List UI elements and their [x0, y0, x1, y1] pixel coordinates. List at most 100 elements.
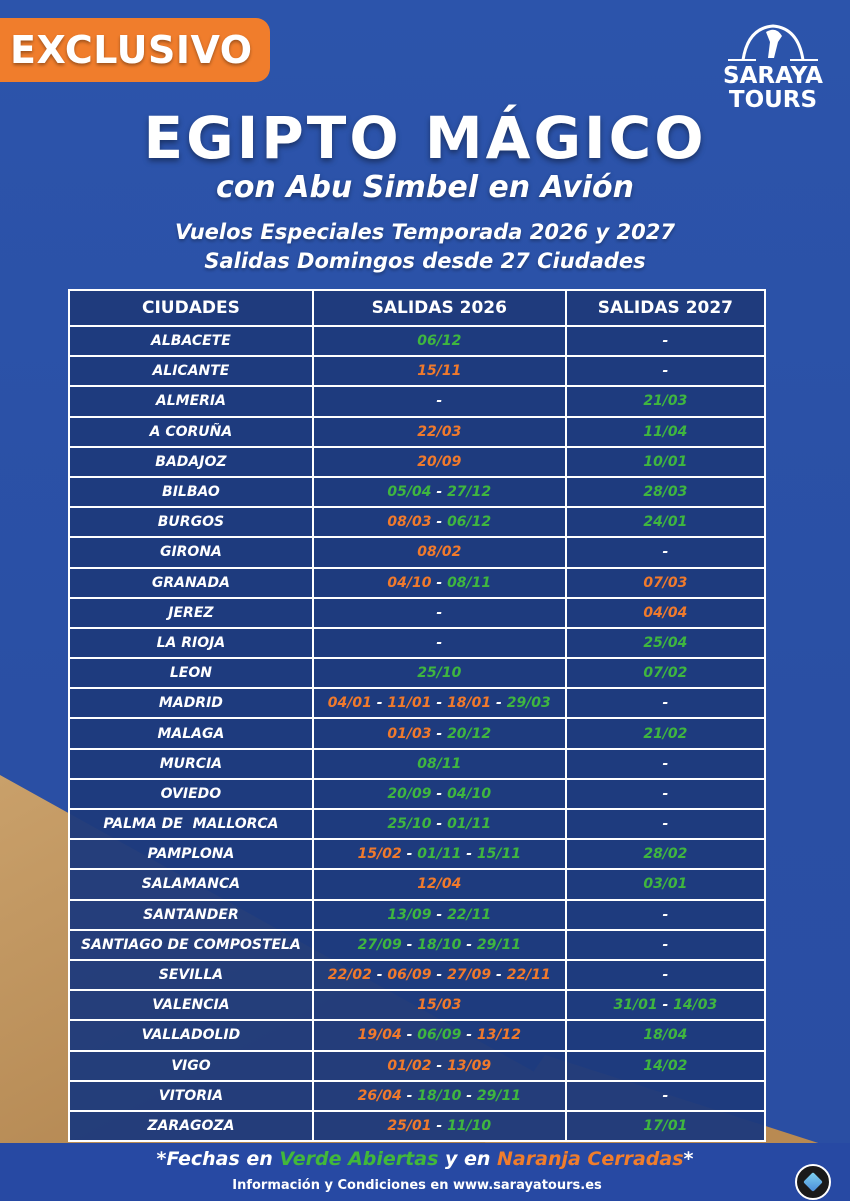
date-open: 25/04	[643, 634, 688, 651]
city-name: PALMA DE MALLORCA	[68, 807, 314, 841]
city-name: SALAMANCA	[68, 868, 314, 901]
date-separator: -	[406, 846, 413, 863]
date-closed: 20/09	[417, 453, 462, 470]
date-open: 29/03	[506, 695, 551, 712]
city-name: GIRONA	[68, 536, 314, 569]
exclusive-badge: EXCLUSIVO	[0, 18, 270, 82]
date-separator: -	[466, 1027, 473, 1044]
cell-2026: 15/03	[311, 989, 567, 1022]
date-closed: 15/02	[357, 846, 402, 863]
cell-2027: 31/01 - 14/03	[564, 989, 767, 1022]
city-name: BADAJOZ	[68, 445, 314, 478]
city-name: OVIEDO	[68, 777, 314, 811]
date-closed: 15/03	[417, 997, 462, 1014]
footer-bar	[0, 1143, 850, 1201]
city-name: MALAGA	[68, 717, 314, 750]
cell-2027: 17/01	[564, 1109, 767, 1143]
cell-2027: 28/02	[564, 838, 767, 871]
date-separator: -	[466, 846, 473, 863]
date-closed: 13/09	[447, 1057, 492, 1074]
date-open: 29/11	[476, 936, 521, 953]
cell-2027: -	[564, 898, 767, 931]
header-2026: SALIDAS 2026	[311, 289, 567, 327]
date-separator: -	[376, 695, 383, 712]
city-name: LA RIOJA	[68, 626, 314, 660]
table-row: SANTIAGO DE COMPOSTELA 27/09 - 18/10 - 29…	[68, 928, 767, 961]
cell-2026: 13/09 - 22/11	[311, 898, 567, 931]
cell-2027: 04/04	[564, 596, 767, 629]
date-closed: 04/01	[327, 695, 372, 712]
header-cities: CIUDADES	[68, 289, 314, 327]
cell-2026: 27/09 - 18/10 - 29/11	[311, 928, 567, 961]
date-open: 21/03	[643, 393, 688, 410]
cell-2026: 08/02	[311, 536, 567, 569]
city-name: MURCIA	[68, 747, 314, 780]
date-open: 24/01	[643, 514, 688, 531]
date-separator: -	[436, 514, 443, 531]
date-open: 13/09	[387, 906, 432, 923]
date-closed: 06/09	[387, 967, 432, 984]
note-suffix: *	[683, 1148, 694, 1170]
city-name: BILBAO	[68, 475, 314, 509]
cell-2026: 19/04 - 06/09 - 13/12	[311, 1019, 567, 1052]
cell-2027: 14/02	[564, 1049, 767, 1082]
cell-2026: -	[311, 385, 567, 418]
season-line: Vuelos Especiales Temporada 2026 y 2027	[175, 220, 675, 244]
table-row: VIGO 01/02 - 13/09 14/02	[68, 1049, 767, 1082]
city-name: SANTANDER	[68, 898, 314, 931]
table-row: VALENCIA 15/03 31/01 - 14/03	[68, 989, 767, 1022]
date-closed: 22/03	[417, 423, 462, 440]
date-closed: 26/04	[357, 1087, 402, 1104]
no-departure: -	[662, 816, 669, 833]
city-name: VITORIA	[68, 1079, 314, 1112]
city-name: ALICANTE	[68, 355, 314, 388]
date-open: 21/02	[643, 725, 688, 742]
cell-2027: 21/02	[564, 717, 767, 750]
no-departure: -	[436, 634, 443, 651]
header-2027: SALIDAS 2027	[564, 289, 767, 327]
logo-text-saraya: SARAYA	[723, 63, 823, 89]
date-open: 18/10	[417, 1087, 462, 1104]
assistant-button[interactable]	[795, 1164, 831, 1200]
cell-2027: -	[564, 1079, 767, 1112]
date-closed: 07/03	[643, 574, 688, 591]
date-closed: 08/03	[387, 514, 432, 531]
table-row: ZARAGOZA 25/01 - 11/10 17/01	[68, 1109, 767, 1143]
date-closed: 01/03	[387, 725, 432, 742]
table-row: GRANADA 04/10 - 08/11 07/03	[68, 566, 767, 599]
date-open: 18/10	[417, 936, 462, 953]
cell-2026: 05/04 - 27/12	[311, 475, 567, 509]
cell-2026: 20/09 - 04/10	[311, 777, 567, 811]
cell-2026: 04/01 - 11/01 - 18/01 - 29/03	[311, 687, 567, 720]
date-open: 25/10	[387, 816, 432, 833]
date-open: 08/11	[417, 755, 462, 772]
date-open: 01/11	[417, 846, 462, 863]
cell-2027: 28/03	[564, 475, 767, 509]
date-open: 17/01	[643, 1117, 688, 1134]
date-open: 10/01	[643, 453, 688, 470]
date-separator: -	[496, 967, 502, 984]
cell-2027: 24/01	[564, 506, 767, 539]
table-row: A CORUÑA 22/03 11/04	[68, 415, 767, 448]
cell-2027: -	[564, 777, 767, 811]
table-row: MADRID 04/01 - 11/01 - 18/01 - 29/03-	[68, 687, 767, 720]
cell-2027: -	[564, 536, 767, 569]
cell-2027: -	[564, 687, 767, 720]
note-prefix: *Fechas en	[156, 1148, 280, 1170]
date-closed: 04/04	[643, 604, 688, 621]
cell-2026: 22/02 - 06/09 - 27/09 - 22/11	[311, 958, 567, 992]
date-closed: 18/01	[447, 695, 492, 712]
date-separator: -	[436, 967, 443, 984]
no-departure: -	[662, 755, 669, 772]
city-name: A CORUÑA	[68, 415, 314, 448]
table-row: JEREZ - 04/04	[68, 596, 767, 629]
no-departure: -	[662, 936, 669, 953]
date-open: 06/09	[417, 1027, 462, 1044]
cell-2026: -	[311, 596, 567, 629]
no-departure: -	[436, 393, 443, 410]
table-row: SEVILLA 22/02 - 06/09 - 27/09 - 22/11-	[68, 958, 767, 992]
table-row: ALICANTE 15/11 -	[68, 355, 767, 388]
date-separator: -	[436, 725, 443, 742]
date-open: 14/03	[673, 997, 718, 1014]
no-departure: -	[662, 1087, 669, 1104]
